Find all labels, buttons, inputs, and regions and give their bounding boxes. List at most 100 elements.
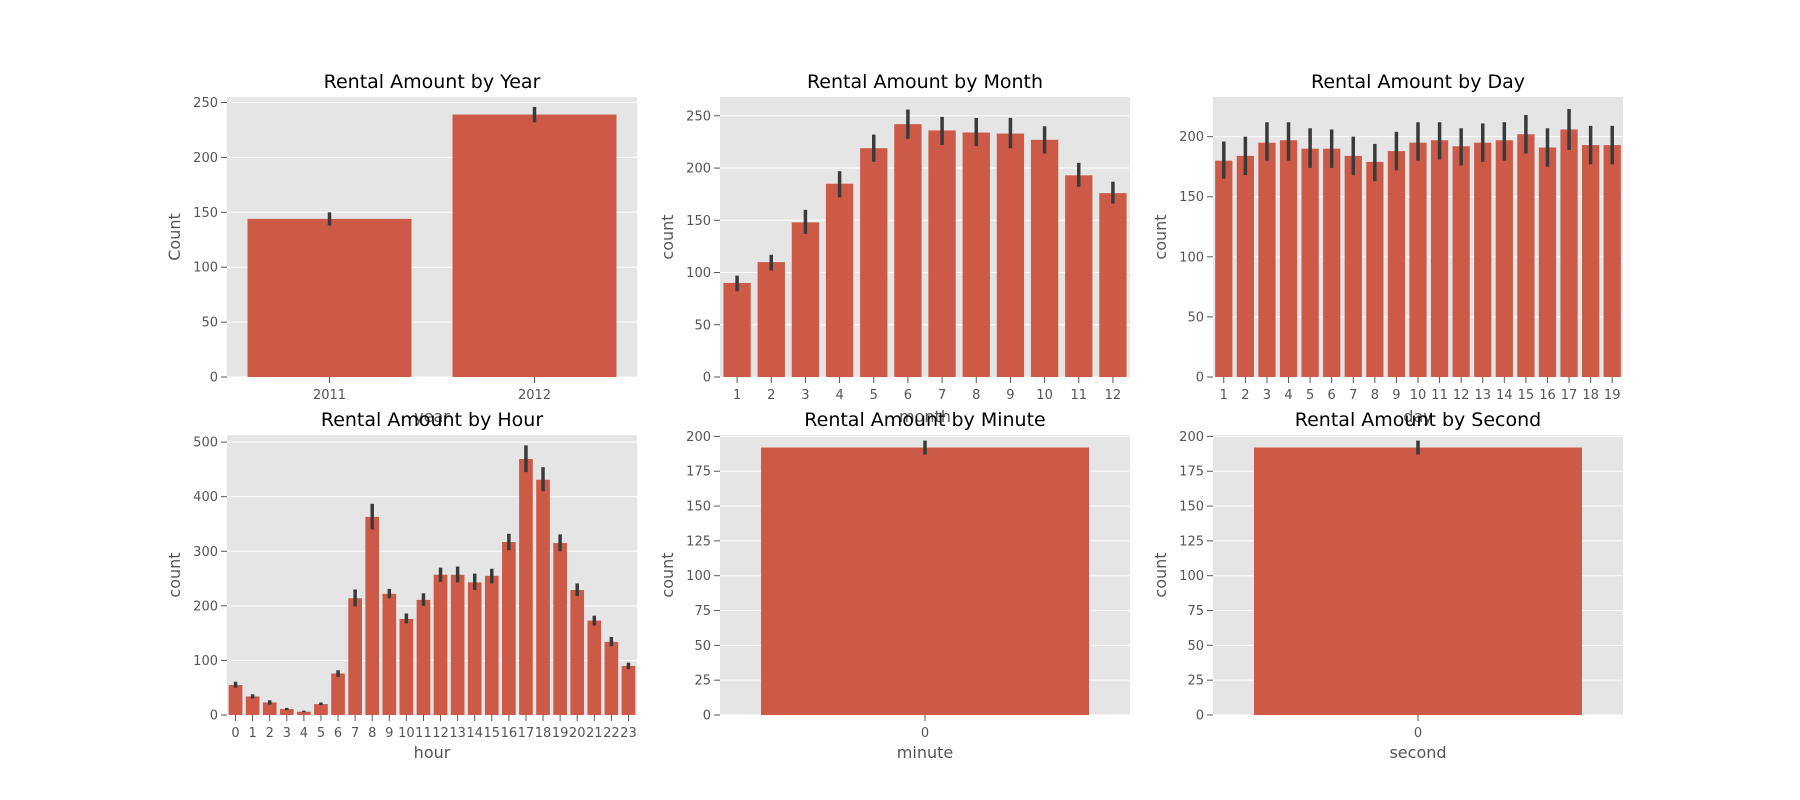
bar <box>314 704 328 715</box>
bar <box>757 262 785 377</box>
y-axis-label: count <box>658 214 677 259</box>
y-tick-label: 300 <box>193 545 218 560</box>
x-axis-label: year <box>414 407 450 426</box>
y-tick-label: 50 <box>1187 639 1204 654</box>
y-tick-label: 175 <box>686 465 711 480</box>
bar <box>1560 129 1578 377</box>
x-tick-label: 0 <box>921 726 929 741</box>
panel-day: Rental Amount by Day day count 0 50 100 150… <box>1151 71 1623 426</box>
panel-title: Rental Amount by Hour <box>321 409 543 431</box>
y-tick-label: 400 <box>193 490 218 505</box>
y-tick-label: 100 <box>193 261 218 276</box>
x-tick-label: 2 <box>1241 388 1249 403</box>
x-tick-label: 15 <box>484 726 501 741</box>
bar <box>604 641 619 715</box>
y-tick-label: 125 <box>1179 534 1204 549</box>
panel-title: Rental Amount by Day <box>1311 71 1525 93</box>
x-tick-label: 1 <box>733 388 741 403</box>
x-tick-label: 19 <box>552 726 569 741</box>
bar <box>228 684 243 715</box>
x-tick-label: 13 <box>1474 388 1491 403</box>
bar <box>382 593 397 715</box>
y-tick-label: 150 <box>1179 500 1204 515</box>
bar <box>1254 447 1582 715</box>
x-tick-label: 1 <box>248 726 256 741</box>
bar <box>1344 155 1362 377</box>
bar <box>1474 142 1492 377</box>
bar <box>1236 155 1254 377</box>
x-tick-label: 21 <box>586 726 603 741</box>
bar <box>553 543 567 715</box>
x-axis-label: month <box>899 407 951 426</box>
bar <box>1495 140 1513 377</box>
x-tick-label: 7 <box>938 388 946 403</box>
y-tick-label: 175 <box>1179 465 1204 480</box>
y-tick-label: 150 <box>193 206 218 221</box>
x-tick-label: 9 <box>1392 388 1400 403</box>
panel-year: Rental Amount by Year year Count 0 50 100 1… <box>165 71 637 426</box>
x-tick-label: 3 <box>801 388 809 403</box>
bar <box>1279 140 1298 377</box>
y-tick-label: 100 <box>686 266 711 281</box>
bar <box>536 479 550 715</box>
bar <box>450 574 465 715</box>
x-tick-label: 7 <box>1349 388 1357 403</box>
y-tick-label: 250 <box>686 109 711 124</box>
bar <box>1323 148 1341 377</box>
y-tick-label: 0 <box>210 371 218 386</box>
y-tick-label: 150 <box>1179 190 1204 205</box>
bar <box>365 516 380 715</box>
x-tick-label: 5 <box>1306 388 1314 403</box>
panel-title: Rental Amount by Second <box>1295 409 1541 431</box>
y-tick-label: 200 <box>686 162 711 177</box>
x-tick-label: 11 <box>415 726 432 741</box>
bar <box>1030 139 1059 377</box>
x-tick-label: 12 <box>1105 388 1122 403</box>
bar <box>894 124 922 377</box>
bar <box>825 183 854 377</box>
x-tick-label: 11 <box>1070 388 1087 403</box>
y-tick-label: 0 <box>210 709 218 724</box>
y-axis-label: count <box>658 552 677 597</box>
x-tick-label: 13 <box>449 726 466 741</box>
x-tick-label: 15 <box>1518 388 1535 403</box>
bar <box>587 620 602 715</box>
x-axis-label: day <box>1403 407 1432 426</box>
x-tick-label: 19 <box>1604 388 1621 403</box>
bar <box>791 222 820 377</box>
bar <box>502 541 516 715</box>
x-tick-label: 3 <box>283 726 291 741</box>
x-tick-label: 10 <box>1036 388 1053 403</box>
x-tick-label: 12 <box>432 726 449 741</box>
x-tick-label: 10 <box>1410 388 1427 403</box>
panel-hour: Rental Amount by Hour hour count 0100200… <box>165 409 637 762</box>
y-axis-label: count <box>165 552 184 597</box>
y-tick-label: 100 <box>1179 569 1204 584</box>
bar <box>1409 142 1427 377</box>
x-tick-label: 20 <box>569 726 586 741</box>
x-tick-label: 18 <box>535 726 552 741</box>
panel-title: Rental Amount by Month <box>807 71 1043 93</box>
y-tick-label: 100 <box>686 569 711 584</box>
y-tick-label: 25 <box>1187 674 1204 689</box>
bar <box>484 575 499 715</box>
x-tick-label: 8 <box>972 388 980 403</box>
bar <box>962 132 990 377</box>
x-tick-label: 8 <box>368 726 376 741</box>
panel-minute: Rental Amount by Minute minute count 0 25… <box>658 409 1130 762</box>
y-tick-label: 200 <box>686 430 711 445</box>
y-tick-label: 200 <box>1179 430 1204 445</box>
y-tick-label: 200 <box>193 151 218 166</box>
y-tick-label: 50 <box>694 318 711 333</box>
x-tick-label: 6 <box>334 726 342 741</box>
bar <box>570 590 585 715</box>
x-tick-label: 6 <box>1328 388 1336 403</box>
x-tick-label: 2012 <box>518 388 551 403</box>
bar <box>399 618 414 715</box>
bar <box>279 708 294 715</box>
y-tick-label: 150 <box>686 500 711 515</box>
bar <box>1301 148 1319 377</box>
y-tick-label: 500 <box>193 436 218 451</box>
bar <box>1517 134 1535 377</box>
y-axis-label: count <box>1151 552 1170 597</box>
